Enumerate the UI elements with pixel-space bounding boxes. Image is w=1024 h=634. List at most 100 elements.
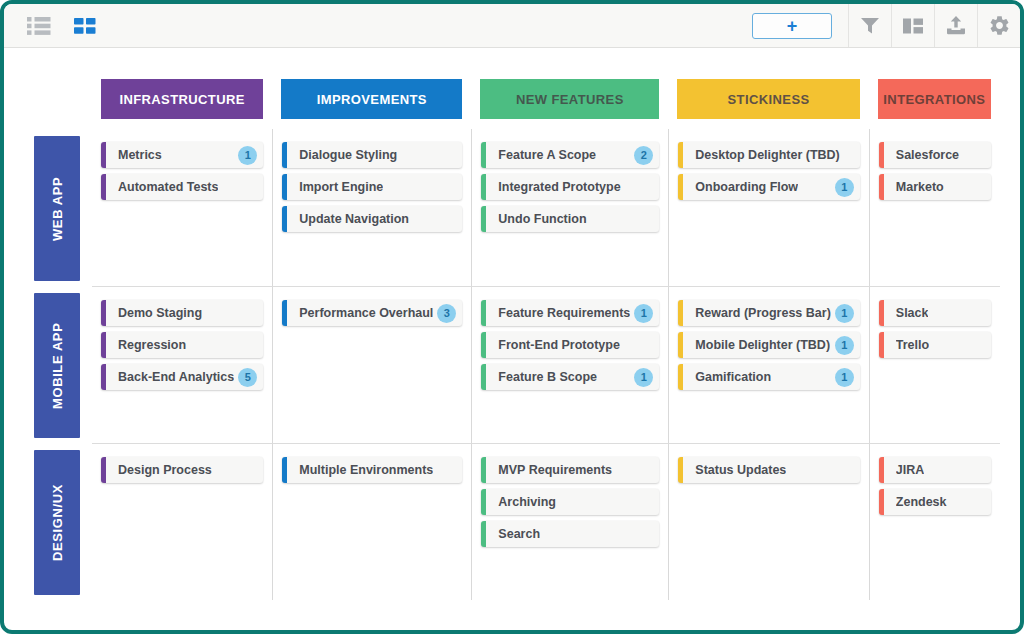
- card-regression[interactable]: Regression: [101, 332, 263, 358]
- card-feature-a-scope[interactable]: Feature A Scope 2: [481, 142, 659, 168]
- card-title: Onboarding Flow: [695, 180, 798, 194]
- card-update-navigation[interactable]: Update Navigation: [282, 206, 462, 232]
- card-metrics[interactable]: Metrics 1: [101, 142, 263, 168]
- card-count-badge: 1: [634, 304, 653, 323]
- card-mobile-delighter-tbd[interactable]: Mobile Delighter (TBD)1: [678, 332, 859, 358]
- board-cell-web-app-new-features: Feature A Scope 2 Integrated Prototype Undo…: [471, 129, 668, 286]
- card-title: Design Process: [118, 463, 212, 477]
- column-header-integrations[interactable]: INTEGRATIONS: [878, 79, 991, 119]
- upload-icon[interactable]: [935, 4, 977, 47]
- card-title: Archiving: [498, 495, 556, 509]
- card-integrated-prototype[interactable]: Integrated Prototype: [481, 174, 659, 200]
- card-title: Marketo: [896, 180, 944, 194]
- board-cell-mobile-app-infrastructure: Demo Staging Regression Back-End Analytics…: [92, 286, 272, 443]
- toolbar-right-group: +: [752, 4, 1020, 47]
- card-title: JIRA: [896, 463, 924, 477]
- card-design-process[interactable]: Design Process: [101, 457, 263, 483]
- card-desktop-delighter-tbd[interactable]: Desktop Delighter (TBD): [678, 142, 859, 168]
- board-cell-design-ux-infrastructure: Design Process: [92, 443, 272, 600]
- card-title: Feature B Scope: [498, 370, 597, 384]
- card-title: Performance Overhaul: [299, 306, 433, 320]
- card-zendesk[interactable]: Zendesk: [879, 489, 991, 515]
- card-title: Feature Requirements: [498, 306, 630, 320]
- card-title: Salesforce: [896, 148, 959, 162]
- card-marketo[interactable]: Marketo: [879, 174, 991, 200]
- card-count-badge: 2: [634, 146, 653, 165]
- filter-icon[interactable]: [849, 4, 891, 47]
- card-performance-overhaul[interactable]: Performance Overhaul 3: [282, 300, 462, 326]
- card-trello[interactable]: Trello: [879, 332, 991, 358]
- card-onboarding-flow[interactable]: Onboarding Flow 1: [678, 174, 859, 200]
- card-title: Automated Tests: [118, 180, 218, 194]
- card-multiple-environments[interactable]: Multiple Environments: [282, 457, 462, 483]
- card-title: Import Engine: [299, 180, 383, 194]
- card-gamification[interactable]: Gamification1: [678, 364, 859, 390]
- column-header-cell: INFRASTRUCTURE: [92, 79, 272, 129]
- card-title: Dialogue Styling: [299, 148, 397, 162]
- card-import-engine[interactable]: Import Engine: [282, 174, 462, 200]
- card-feature-requirements[interactable]: Feature Requirements 1: [481, 300, 659, 326]
- card-title: MVP Requirements: [498, 463, 612, 477]
- card-back-end-analytics[interactable]: Back-End Analytics5: [101, 364, 263, 390]
- column-header-cell: INTEGRATIONS: [869, 79, 1000, 129]
- column-header-stickiness[interactable]: STICKINESS: [677, 79, 859, 119]
- app-window: +: [0, 0, 1024, 634]
- card-title: Metrics: [118, 148, 162, 162]
- card-count-badge: 1: [238, 146, 257, 165]
- card-count-badge: 1: [835, 336, 854, 355]
- card-count-badge: 1: [634, 368, 653, 387]
- card-status-updates[interactable]: Status Updates: [678, 457, 859, 483]
- board-cell-mobile-app-stickiness: Reward (Progress Bar)1Mobile Delighter (…: [668, 286, 868, 443]
- card-salesforce[interactable]: Salesforce: [879, 142, 991, 168]
- card-slack[interactable]: Slack: [879, 300, 991, 326]
- gear-icon[interactable]: [978, 4, 1020, 47]
- card-undo-function[interactable]: Undo Function: [481, 206, 659, 232]
- card-title: Update Navigation: [299, 212, 409, 226]
- board-cell-design-ux-stickiness: Status Updates: [668, 443, 868, 600]
- card-title: Reward (Progress Bar): [695, 306, 830, 320]
- card-reward-progress-bar[interactable]: Reward (Progress Bar)1: [678, 300, 859, 326]
- row-label-web-app[interactable]: WEB APP: [34, 136, 80, 281]
- layout-columns-icon[interactable]: [892, 4, 934, 47]
- row-label-cell: WEB APP: [34, 129, 92, 286]
- list-view-icon[interactable]: [26, 4, 52, 47]
- column-header-improvements[interactable]: IMPROVEMENTS: [281, 79, 462, 119]
- card-search[interactable]: Search: [481, 521, 659, 547]
- board-cell-web-app-improvements: Dialogue Styling Import Engine Update Navi…: [272, 129, 471, 286]
- row-label-design-ux[interactable]: DESIGN/UX: [34, 450, 80, 595]
- card-feature-b-scope[interactable]: Feature B Scope 1: [481, 364, 659, 390]
- column-header-cell: IMPROVEMENTS: [272, 79, 471, 129]
- add-item-button[interactable]: +: [752, 13, 832, 39]
- board-cell-design-ux-new-features: MVP Requirements Archiving Search: [471, 443, 668, 600]
- toolbar-left-group: [4, 4, 98, 47]
- card-count-badge: 5: [238, 368, 257, 387]
- board-cell-design-ux-integrations: JIRA Zendesk: [869, 443, 1000, 600]
- toolbar: +: [4, 4, 1020, 48]
- card-dialogue-styling[interactable]: Dialogue Styling: [282, 142, 462, 168]
- card-title: Multiple Environments: [299, 463, 433, 477]
- board-cell-mobile-app-integrations: Slack Trello: [869, 286, 1000, 443]
- card-count-badge: 1: [835, 178, 854, 197]
- board-cell-mobile-app-improvements: Performance Overhaul 3: [272, 286, 471, 443]
- row-label-mobile-app[interactable]: MOBILE APP: [34, 293, 80, 438]
- column-header-cell: NEW FEATURES: [471, 79, 668, 129]
- column-header-new-features[interactable]: NEW FEATURES: [480, 79, 659, 119]
- card-automated-tests[interactable]: Automated Tests: [101, 174, 263, 200]
- card-demo-staging[interactable]: Demo Staging: [101, 300, 263, 326]
- card-mvp-requirements[interactable]: MVP Requirements: [481, 457, 659, 483]
- card-front-end-prototype[interactable]: Front-End Prototype: [481, 332, 659, 358]
- column-header-cell: STICKINESS: [668, 79, 868, 129]
- card-title: Integrated Prototype: [498, 180, 620, 194]
- card-archiving[interactable]: Archiving: [481, 489, 659, 515]
- card-title: Desktop Delighter (TBD): [695, 148, 839, 162]
- grid-view-icon[interactable]: [72, 4, 98, 47]
- card-title: Regression: [118, 338, 186, 352]
- row-label-cell: MOBILE APP: [34, 286, 92, 443]
- card-title: Feature A Scope: [498, 148, 596, 162]
- card-title: Undo Function: [498, 212, 586, 226]
- column-header-infrastructure[interactable]: INFRASTRUCTURE: [101, 79, 263, 119]
- card-title: Zendesk: [896, 495, 947, 509]
- card-title: Gamification: [695, 370, 771, 384]
- card-jira[interactable]: JIRA: [879, 457, 991, 483]
- card-count-badge: 3: [437, 304, 456, 323]
